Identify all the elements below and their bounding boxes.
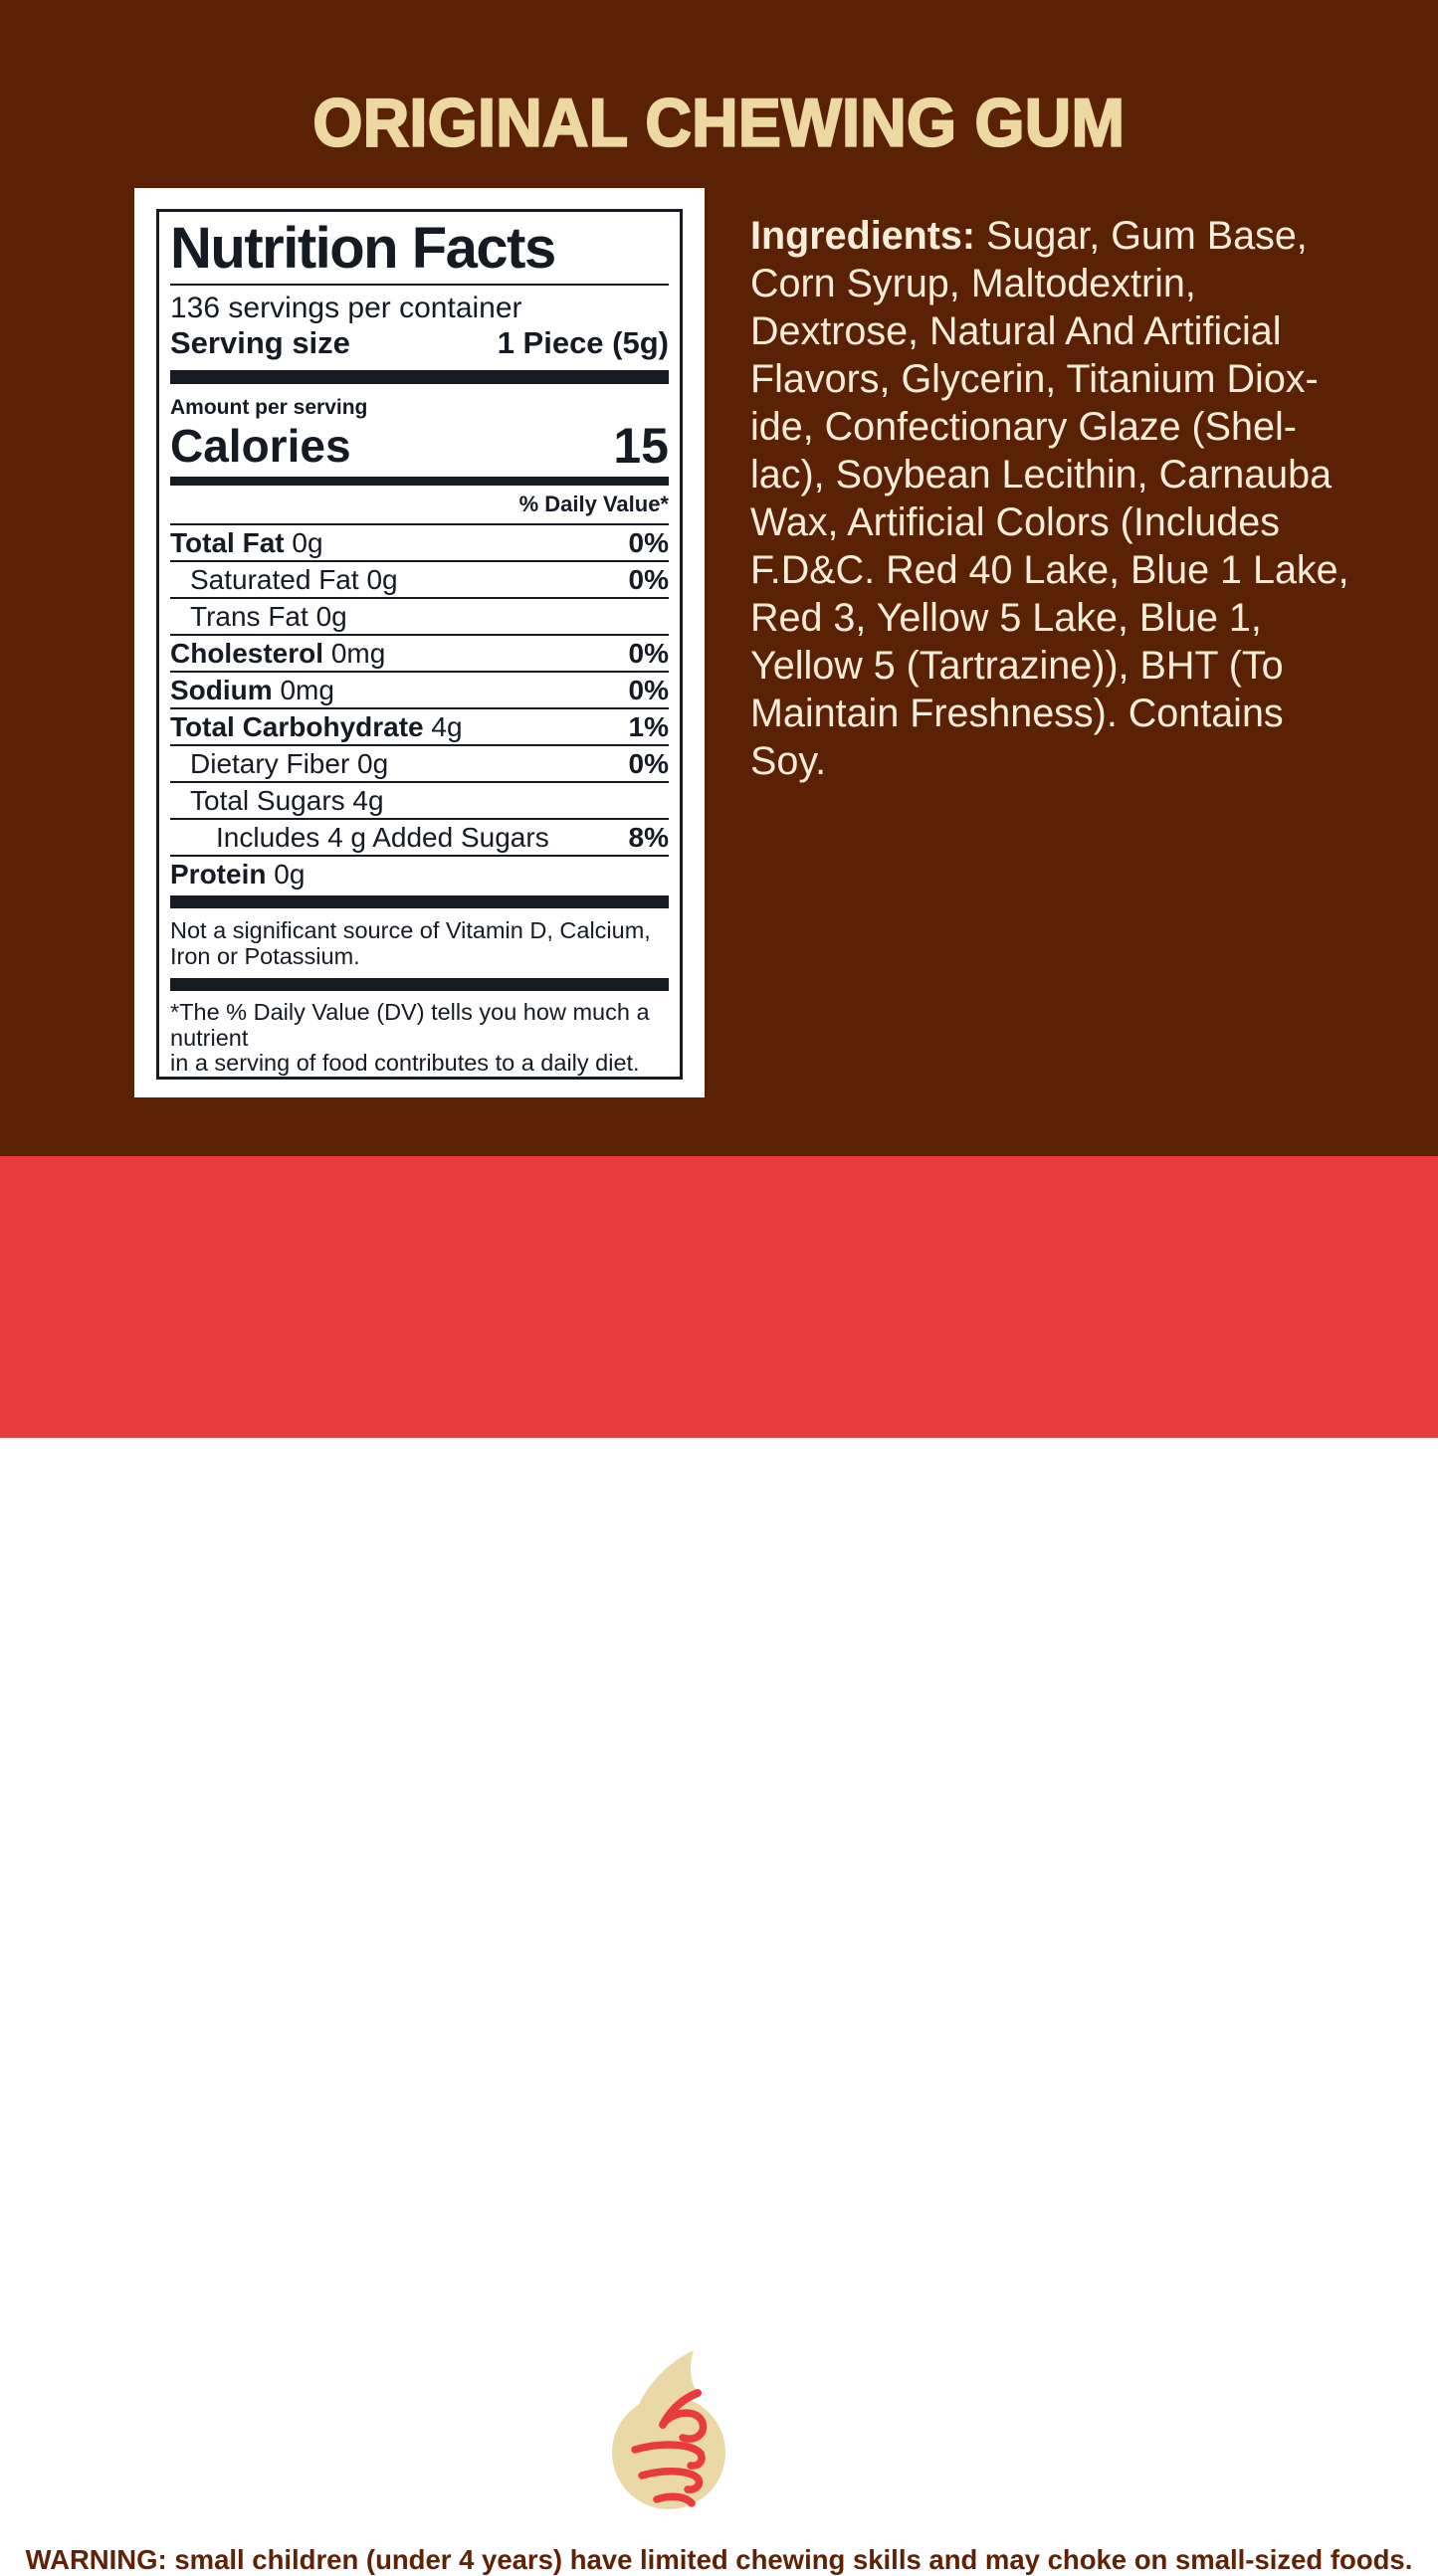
daily-value-footnote: *The % Daily Value (DV) tells you how mu… — [170, 999, 650, 1077]
calories-value: 15 — [613, 418, 669, 474]
thumbs-up-icon — [612, 2350, 725, 2509]
nutrient-row-total-carbohydrate: Total Carbohydrate 4g 1% — [170, 709, 669, 746]
nutrition-facts-heading: Nutrition Facts — [170, 218, 669, 286]
nutrient-row-dietary-fiber: Dietary Fiber 0g 0% — [170, 746, 669, 783]
serving-size-row: Serving size 1 Piece (5g) — [170, 325, 669, 361]
amount-per-serving-label: Amount per serving — [170, 396, 368, 419]
servings-per-container: 136 servings per container — [170, 292, 522, 324]
divider-thick — [170, 978, 669, 991]
bottom-red-band: WARNING: small children (under 4 years) … — [0, 1156, 1438, 2575]
choking-warning-text: WARNING: small children (under 4 years) … — [25, 2544, 1413, 2575]
ingredients-text: Sugar, Gum Base, Corn Syrup, Maltodextri… — [750, 214, 1349, 783]
nutrition-facts-border: Nutrition Facts 136 servings per contain… — [156, 209, 683, 1080]
divider-thick — [170, 895, 669, 908]
nutrient-row-added-sugars: Includes 4 g Added Sugars 8% — [170, 820, 669, 857]
serving-size-label: Serving size — [170, 325, 350, 360]
nutrient-row-saturated-fat: Saturated Fat 0g 0% — [170, 562, 669, 599]
nutrient-row-protein: Protein 0g — [170, 859, 306, 890]
nutrient-row-total-fat: Total Fat 0g 0% — [170, 525, 669, 562]
nutrition-facts-panel: Nutrition Facts 136 servings per contain… — [134, 188, 705, 1097]
nutrient-row-cholesterol: Cholesterol 0mg 0% — [170, 636, 669, 673]
nutrient-row-sodium: Sodium 0mg 0% — [170, 673, 669, 709]
divider-medium — [170, 477, 669, 486]
calories-label: Calories — [170, 420, 351, 472]
serving-size-value: 1 Piece (5g) — [497, 325, 669, 360]
nutrient-row-total-sugars: Total Sugars 4g — [170, 783, 669, 820]
ingredients-block: Ingredients: Sugar, Gum Base, Corn Syrup… — [750, 212, 1438, 785]
divider-thick — [170, 370, 669, 384]
ingredients-label: Ingredients: — [750, 214, 976, 258]
product-title: ORIGINAL CHEWING GUM — [311, 84, 1126, 162]
daily-value-header: % Daily Value* — [170, 486, 669, 525]
calories-row: Calories 15 — [170, 421, 669, 471]
nutrient-row-trans-fat: Trans Fat 0g — [170, 599, 669, 636]
not-significant-note: Not a significant source of Vitamin D, C… — [170, 917, 651, 969]
thumbs-up-logo — [612, 2350, 725, 2509]
